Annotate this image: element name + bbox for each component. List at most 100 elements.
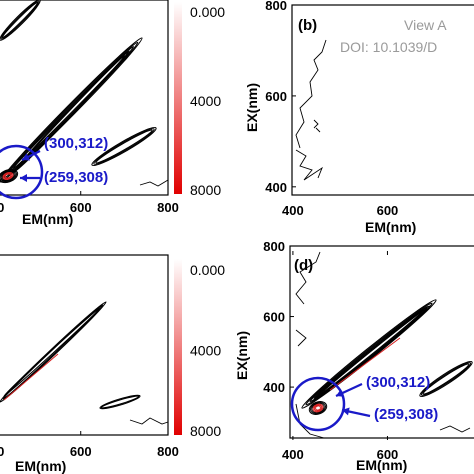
colorbar-tick-label: 8000 [190,182,221,198]
edge-contour [295,403,325,439]
second-order-scatter-ridge [95,129,153,164]
peak-contour [0,170,16,182]
peak-label: (259,308) [374,406,438,423]
highlight-contour [3,353,59,401]
x-tick-label: 600 [70,200,92,215]
second-order-scatter-ridge [419,360,473,398]
second-ridge [16,55,126,169]
panel-b-y-axis-title: EX(nm) [244,83,260,132]
noise-contour [295,251,321,305]
peak-contour [315,405,321,411]
panel-a-x-ticks: 400 600 800 [0,191,179,215]
x-tick-label: 600 [377,447,399,462]
peak-contour [312,403,324,413]
peak-arrowhead [22,153,31,161]
first-order-scatter-ridge [0,37,143,183]
y-tick-label: 600 [265,89,287,104]
second-order-scatter-ridge [100,395,140,409]
panel-a-annotations: (300,312) (259,308) [0,135,108,200]
peak-highlight-circle [0,144,44,200]
panel-b-x-axis-title: EM(nm) [365,219,416,235]
peak-contour [311,402,325,414]
y-tick-label: 800 [263,239,285,254]
second-ridge [316,308,428,398]
colorbar-tick-label: 4000 [190,93,221,109]
panel-a-plot-frame [0,0,169,196]
noise-contour [315,127,321,133]
panel-c-x-ticks: 400 600 800 [0,431,179,459]
panel-c: 400 600 800 EM(nm) 0.000 4000 8000 [0,254,225,474]
peak-arrowhead [20,174,27,182]
colorbar-tick-label: 8000 [190,423,221,439]
y-tick-label: 400 [263,380,285,395]
peak-contour [313,404,323,412]
x-tick-label: 400 [0,444,4,459]
x-tick-label: 800 [157,200,179,215]
edge-contour [139,179,169,187]
x-tick-label: 600 [70,444,92,459]
panel-d-contours [295,251,473,439]
first-order-scatter-ridge [0,301,107,403]
panel-b: (b) View A DOI: 10.1039/D 400 600 400 600 8… [244,0,474,255]
panel-b-label: (b) [298,17,317,34]
y-tick-label: 600 [263,310,285,325]
panel-b-contours [295,39,327,181]
first-order-scatter-ridge [301,299,437,409]
panel-d-annotations: (300,312) (259,308) [290,374,438,432]
watermark: View A DOI: 10.1039/D [340,17,447,55]
panel-a-x-axis-title: EM(nm) [22,211,73,227]
x-tick-label: 400 [0,200,4,215]
peak-contour [310,401,326,415]
noise-contour [295,329,307,347]
peak-contour [4,173,12,179]
panel-d-y-axis-title: EX(nm) [234,331,250,380]
peak-contour [0,168,19,184]
x-tick-label: 600 [377,203,399,218]
x-tick-label: 800 [157,444,179,459]
peak-label: (300,312) [366,374,430,391]
noise-contour [295,39,327,149]
peak-arrowhead [336,389,345,397]
x-tick-label: 400 [282,447,304,462]
peak-contour [3,172,13,180]
panel-c-colorbar [174,259,182,435]
watermark-line-2: DOI: 10.1039/D [340,39,437,55]
second-order-scatter-ridge [91,126,157,167]
peak-contour [308,401,328,415]
y-tick-label: 800 [265,0,287,13]
top-left-ridge [1,1,39,39]
panel-a: 400 600 800 EM(nm) (300,312) (259,308) 0.00… [0,0,225,227]
second-order-scatter-ridge [99,394,141,410]
colorbar-tick-label: 0.000 [190,4,225,20]
panel-a-colorbar [174,2,182,194]
edge-contour [439,425,471,433]
peak-contour [2,172,14,180]
panel-d-label: (d) [294,257,313,274]
top-left-ridge [0,0,40,40]
panel-c-colorbar-ticks: 0.000 4000 8000 [190,262,225,439]
peak-arrowhead [342,407,350,416]
panel-d-y-ticks: 400 600 800 [263,239,294,395]
second-order-scatter-ridge [93,128,155,165]
peak-contour [1,171,15,181]
panel-c-contours [0,301,169,425]
y-tick-label: 400 [265,180,287,195]
panel-b-plot-frame [291,4,474,196]
panel-d-x-axis-title: EM(nm) [356,457,407,473]
panel-a-contours [0,0,169,187]
second-ridge [313,305,431,401]
noise-contour [295,149,323,181]
peak-label: (300,312) [44,135,108,152]
panel-b-y-ticks: 400 600 800 [265,0,296,195]
watermark-line-1: View A [404,17,447,33]
peak-label: (259,308) [44,169,108,186]
highlight-contour [329,337,401,391]
peak-contour [0,169,17,183]
top-left-ridge [0,0,41,41]
x-tick-label: 400 [282,203,304,218]
second-order-scatter-ridge [422,363,470,395]
panel-d-plot-frame [289,245,474,439]
panel-d-x-ticks: 400 600 [282,436,398,462]
panel-c-plot-frame [0,254,169,436]
panel-d: (d) 400 600 400 600 800 EM(nm) EX(nm) (300,… [234,239,474,473]
